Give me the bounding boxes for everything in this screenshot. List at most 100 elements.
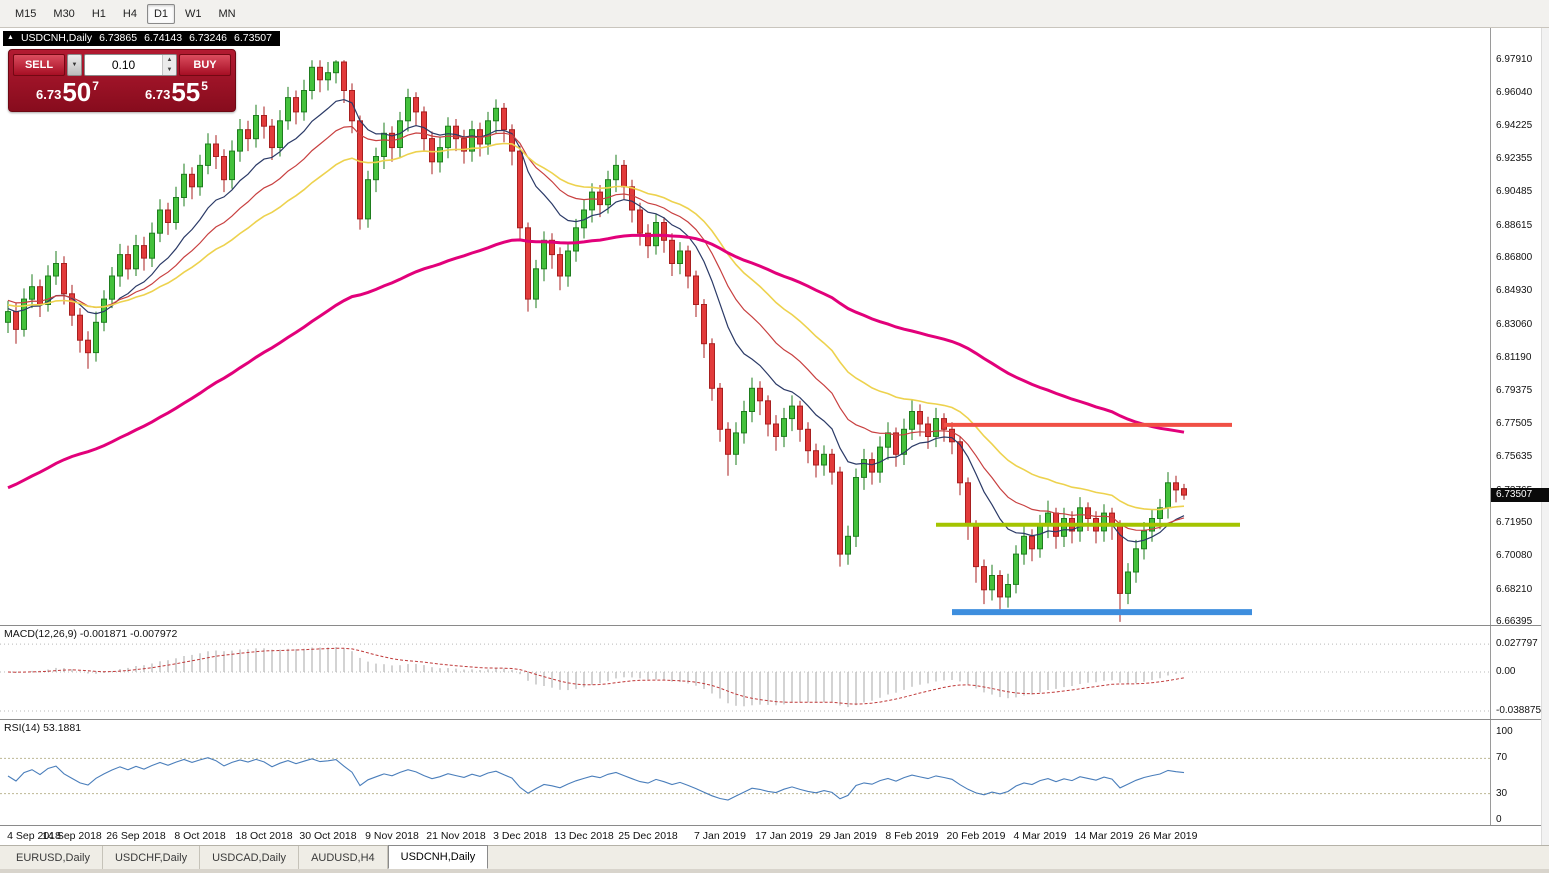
volume-increase-button[interactable]: ▲ (163, 55, 176, 65)
timeframe-button-h4[interactable]: H4 (116, 4, 144, 24)
date-axis-label: 18 Oct 2018 (235, 830, 293, 842)
chart-tab-eurusd[interactable]: EURUSD,Daily (4, 846, 103, 869)
buy-price-big: 55 (171, 77, 201, 107)
candle (797, 405, 803, 430)
candle (141, 245, 147, 259)
timeframe-button-d1[interactable]: D1 (146, 3, 175, 24)
candle (997, 575, 1003, 598)
date-axis-label: 17 Jan 2019 (755, 830, 813, 842)
candle (325, 72, 331, 81)
ma-slow-yellow-line[interactable] (7, 142, 1185, 511)
date-axis-label: 8 Oct 2018 (174, 830, 226, 842)
candle (933, 418, 939, 437)
candle (813, 450, 819, 466)
candle (589, 191, 595, 211)
chart-tab-usdcnh[interactable]: USDCNH,Daily (387, 845, 489, 869)
volume-input[interactable] (85, 55, 162, 75)
candle (365, 179, 371, 220)
price-axis-label: 6.96040 (1496, 87, 1533, 98)
candle (1013, 553, 1019, 585)
candle (749, 387, 755, 412)
timeframe-button-m15[interactable]: M15 (8, 4, 43, 24)
chart-tab-audusd[interactable]: AUDUSD,H4 (299, 846, 388, 869)
candle (269, 125, 275, 149)
price-axis-label: 6.97910 (1496, 54, 1533, 65)
ma-mid-red-line[interactable] (7, 125, 1185, 531)
timeframe-button-mn[interactable]: MN (212, 4, 243, 24)
price-axis-label: 6.75635 (1496, 451, 1533, 462)
candle (613, 164, 619, 181)
candle (989, 575, 995, 591)
price-axis-label: 6.92355 (1496, 153, 1533, 164)
vertical-scrollbar[interactable] (1541, 28, 1549, 845)
buy-price-button[interactable]: 6.73 55 5 (122, 78, 231, 107)
candle (605, 179, 611, 206)
candle (45, 275, 51, 305)
buy-button[interactable]: BUY (179, 54, 231, 76)
date-axis-label: 26 Sep 2018 (106, 830, 166, 842)
candle (245, 129, 251, 140)
candle (429, 138, 435, 163)
candle (1133, 548, 1139, 573)
macd-chart-svg[interactable] (0, 626, 1490, 720)
date-axis-label: 13 Dec 2018 (554, 830, 614, 842)
volume-dropdown-button[interactable]: ▼ (67, 54, 82, 76)
rsi-axis-label: 70 (1496, 752, 1508, 763)
volume-decrease-button[interactable]: ▼ (163, 65, 176, 75)
candle (917, 411, 923, 425)
price-axis-label: 6.70080 (1496, 550, 1533, 561)
timeframe-button-h1[interactable]: H1 (85, 4, 113, 24)
candle (525, 227, 531, 300)
candle (661, 222, 667, 241)
chart-tab-usdchf[interactable]: USDCHF,Daily (103, 846, 201, 869)
candle (773, 423, 779, 437)
candle (461, 138, 467, 152)
candle (293, 97, 299, 113)
date-axis-label: 9 Nov 2018 (365, 830, 419, 842)
candle (93, 321, 99, 354)
candle (173, 197, 179, 223)
candle (789, 405, 795, 420)
candle (725, 428, 731, 455)
price-axis-label: 6.68210 (1496, 584, 1533, 595)
date-axis-label: 8 Feb 2019 (885, 830, 939, 842)
ma-fast-navy-line[interactable] (7, 98, 1185, 543)
sell-price-prefix: 6.73 (36, 87, 62, 102)
candle (597, 191, 603, 206)
candle (693, 275, 699, 305)
candle (757, 387, 763, 402)
candle (181, 173, 187, 199)
date-axis-label: 3 Dec 2018 (493, 830, 547, 842)
ohlc-close: 6.73507 (234, 32, 272, 44)
candle (309, 66, 315, 91)
chart-tab-usdcad[interactable]: USDCAD,Daily (200, 846, 300, 869)
candle (629, 186, 635, 211)
candle (61, 263, 67, 295)
candle (285, 97, 291, 122)
candle (509, 129, 515, 152)
ma-long-magenta-line[interactable] (7, 233, 1185, 490)
macd-label: MACD(12,26,9) -0.001871 -0.007972 (4, 628, 178, 640)
candle (901, 428, 907, 455)
candle (125, 254, 131, 270)
rsi-chart-svg[interactable] (0, 720, 1490, 826)
candle (1165, 482, 1171, 509)
candle (133, 245, 139, 270)
sell-price-button[interactable]: 6.73 50 7 (13, 78, 122, 107)
date-axis-label: 21 Nov 2018 (426, 830, 486, 842)
date-axis-label: 14 Sep 2018 (42, 830, 102, 842)
price-axis-label: 6.94225 (1496, 120, 1533, 131)
candle (805, 428, 811, 452)
candle (157, 209, 163, 234)
rsi-panel: RSI(14) 53.1881 100 70 30 0 (0, 719, 1549, 826)
sell-price-big: 50 (62, 77, 92, 107)
candle (333, 61, 339, 74)
sell-button[interactable]: SELL (13, 54, 65, 76)
candle (261, 115, 267, 127)
axis-border (1490, 28, 1491, 625)
candle (109, 275, 115, 300)
timeframe-button-w1[interactable]: W1 (178, 4, 209, 24)
timeframe-button-m30[interactable]: M30 (46, 4, 81, 24)
price-chart-svg[interactable] (0, 28, 1490, 625)
date-axis-label: 29 Jan 2019 (819, 830, 877, 842)
